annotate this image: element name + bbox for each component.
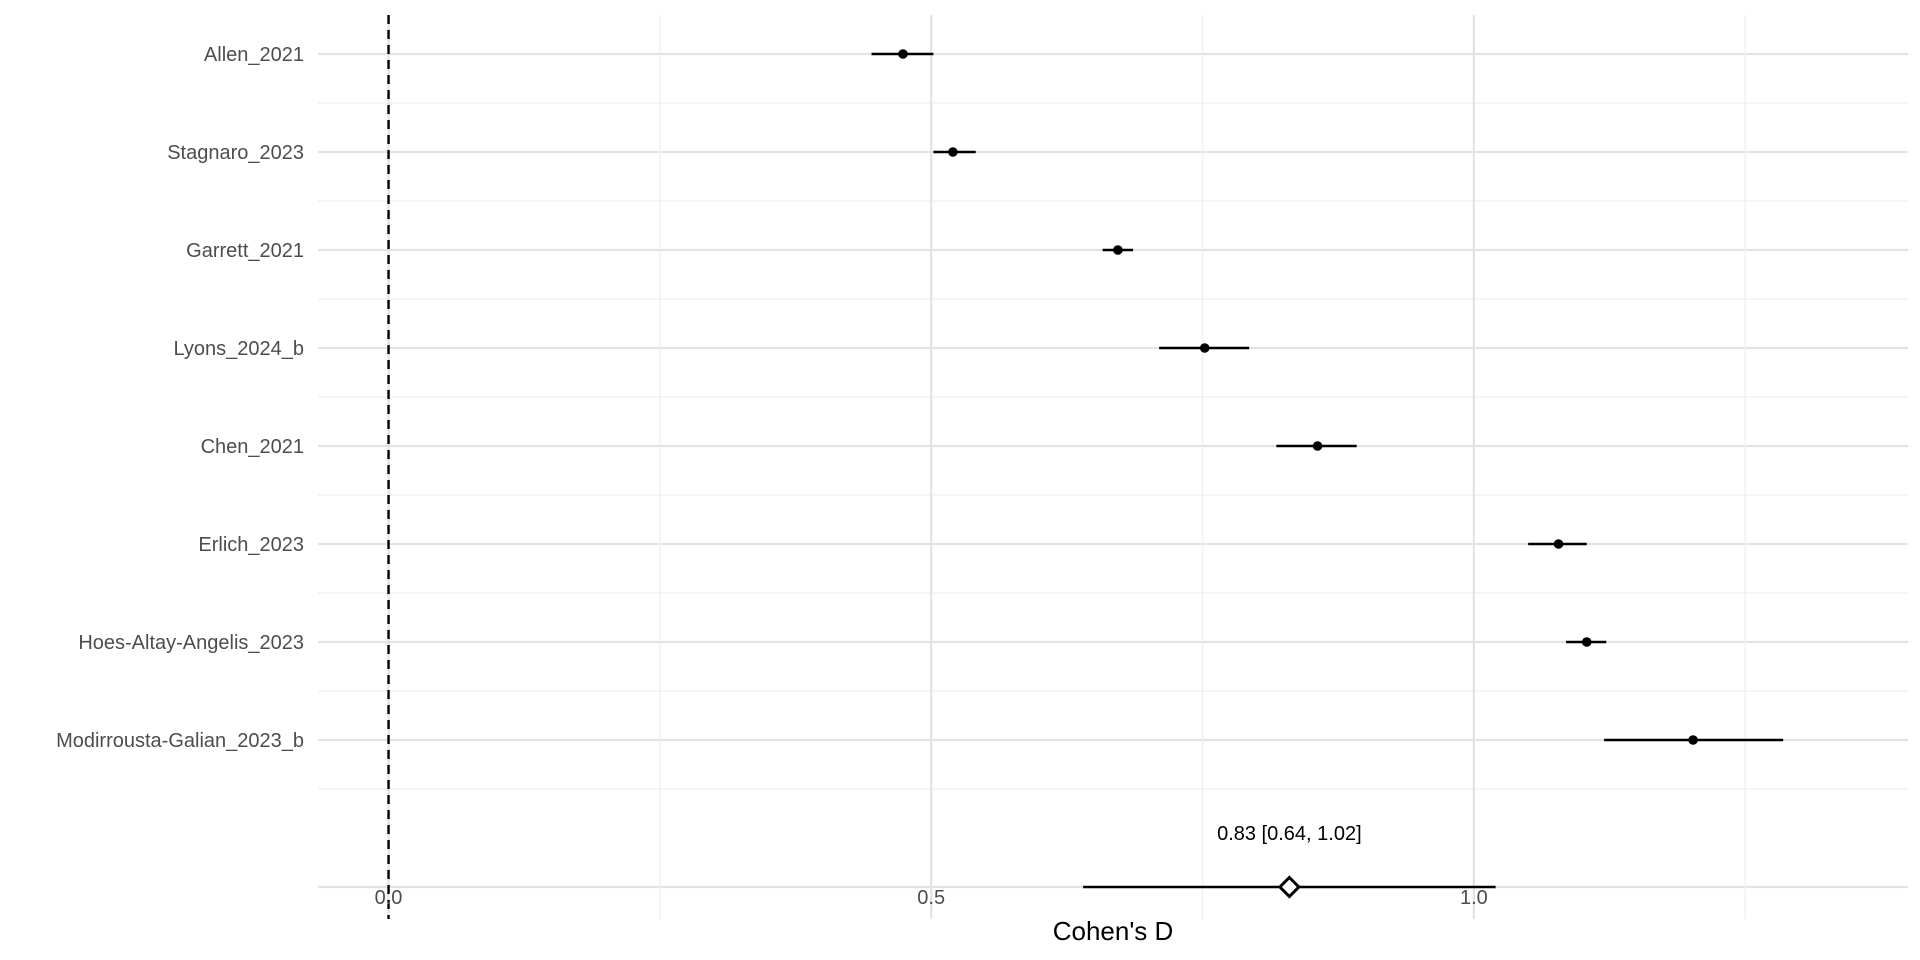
point-estimate — [898, 49, 908, 59]
x-tick-label: 0.5 — [917, 887, 945, 909]
x-tick-label: 1.0 — [1460, 887, 1488, 909]
y-tick-label: Hoes-Altay-Angelis_2023 — [78, 632, 304, 654]
y-tick-label: Garrett_2021 — [186, 240, 304, 262]
summary-diamond — [1277, 875, 1301, 899]
point-estimate — [1312, 441, 1323, 451]
study-marks — [871, 49, 1784, 745]
x-tick-labels: 0.0 0.5 1.0 — [375, 887, 1488, 909]
y-tick-label: Lyons_2024_b — [174, 338, 305, 360]
summary-label: 0.83 [0.64, 1.02] — [1217, 823, 1362, 845]
point-estimate — [948, 147, 958, 157]
plot-grid — [318, 15, 1908, 919]
y-tick-label: Chen_2021 — [201, 436, 304, 458]
summary-estimate: 0.83 [0.64, 1.02] — [1083, 823, 1496, 899]
point-estimate — [1199, 343, 1210, 353]
x-tick-label: 0.0 — [375, 887, 403, 909]
point-estimate — [1113, 245, 1123, 255]
y-tick-labels: Allen_2021 Stagnaro_2023 Garrett_2021 Lyons… — [56, 44, 304, 752]
point-estimate — [1581, 637, 1592, 647]
point-estimate — [1688, 735, 1698, 745]
y-tick-label: Modirrousta-Galian_2023_b — [56, 730, 304, 752]
y-tick-label: Allen_2021 — [204, 44, 304, 66]
y-tick-label: Stagnaro_2023 — [167, 142, 304, 164]
point-estimate — [1553, 539, 1564, 549]
y-tick-label: Erlich_2023 — [198, 534, 304, 556]
x-axis-label: Cohen's D — [1053, 916, 1174, 946]
